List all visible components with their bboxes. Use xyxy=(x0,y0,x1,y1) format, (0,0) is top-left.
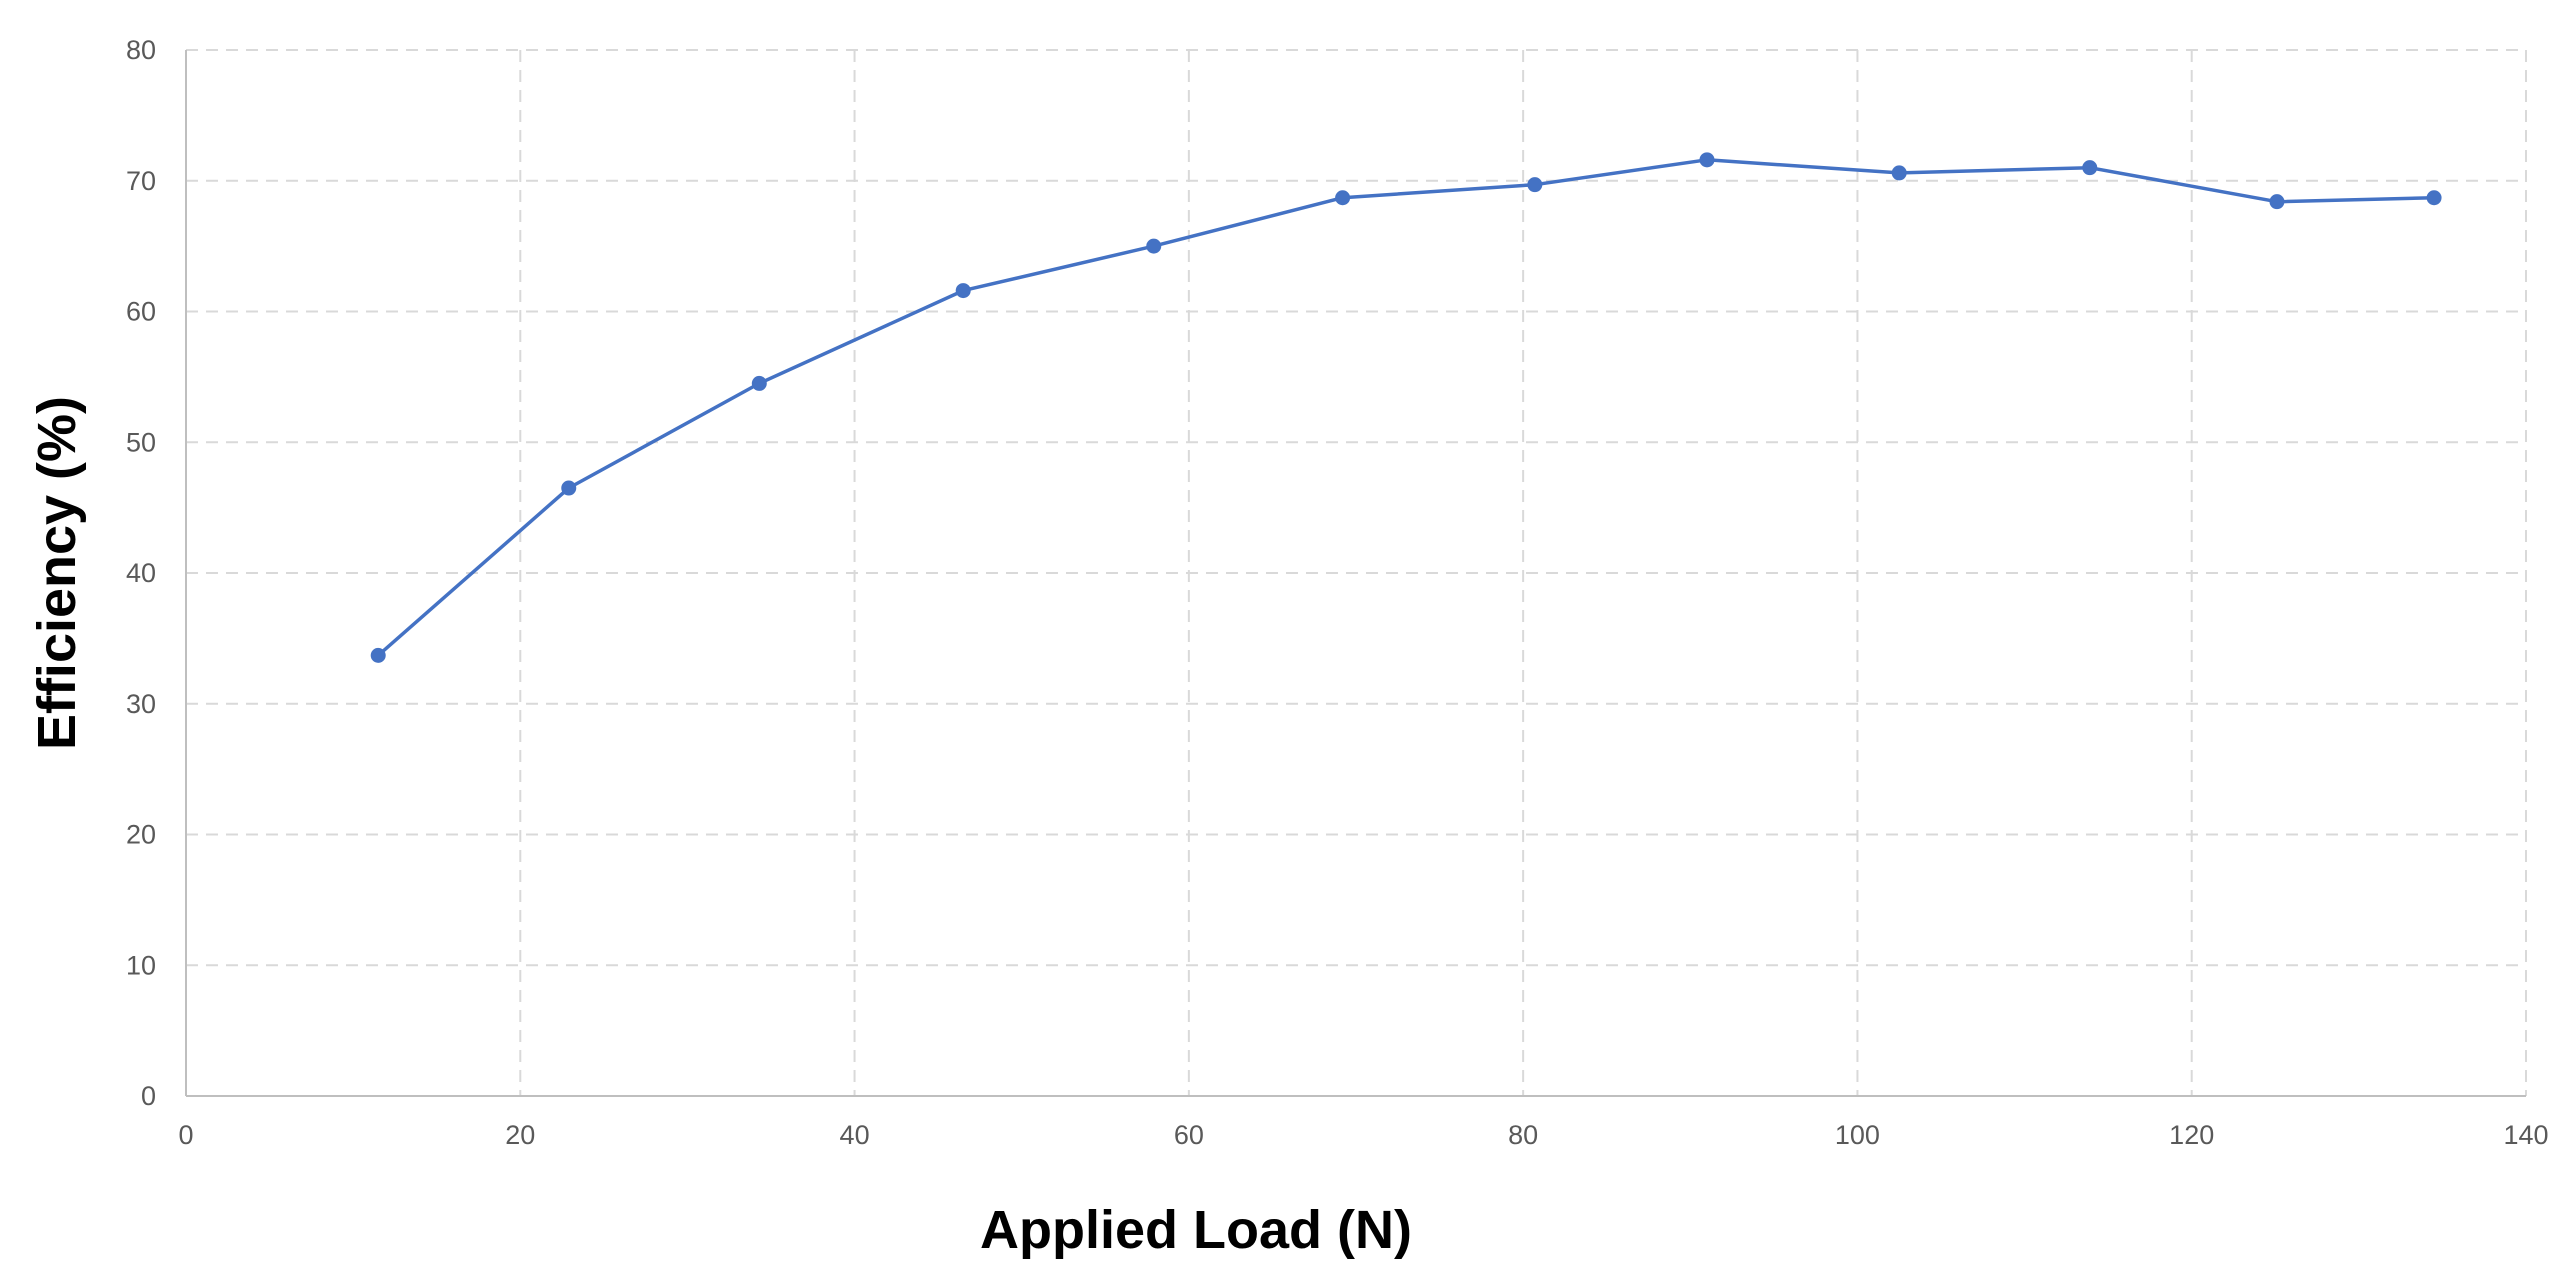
y-axis-title: Efficiency (%) xyxy=(27,396,87,750)
x-tick-label: 80 xyxy=(1508,1120,1538,1150)
series-layer xyxy=(370,152,2442,663)
y-tick-label: 50 xyxy=(126,427,156,457)
x-tick-label: 40 xyxy=(840,1120,870,1150)
x-tick-labels: 0 20 40 60 80 100 120 140 xyxy=(178,1120,2548,1150)
y-tick-label: 0 xyxy=(141,1081,156,1111)
data-point xyxy=(1146,238,1162,254)
series-line xyxy=(376,158,2436,658)
data-point xyxy=(1527,177,1543,193)
data-point xyxy=(1335,190,1351,206)
x-tick-label: 120 xyxy=(2169,1120,2214,1150)
x-tick-label: 60 xyxy=(1174,1120,1204,1150)
y-tick-label: 60 xyxy=(126,297,156,327)
y-tick-labels: 0 10 20 30 40 50 60 70 80 xyxy=(126,35,156,1111)
data-point xyxy=(561,480,577,496)
data-point xyxy=(1891,165,1907,181)
data-point xyxy=(751,375,767,391)
axes xyxy=(185,50,2526,1097)
x-tick-label: 140 xyxy=(2503,1120,2548,1150)
x-axis-title: Applied Load (N) xyxy=(980,1200,1412,1260)
y-tick-label: 40 xyxy=(126,558,156,588)
data-point xyxy=(2426,190,2442,206)
data-point xyxy=(1699,152,1715,168)
data-point xyxy=(370,647,386,663)
data-point xyxy=(2269,194,2285,210)
y-tick-label: 70 xyxy=(126,166,156,196)
data-point xyxy=(955,283,971,299)
y-tick-label: 80 xyxy=(126,35,156,65)
x-tick-label: 100 xyxy=(1835,1120,1880,1150)
y-tick-label: 30 xyxy=(126,689,156,719)
y-tick-label: 20 xyxy=(126,820,156,850)
x-tick-label: 20 xyxy=(505,1120,535,1150)
data-point xyxy=(2082,160,2098,176)
x-tick-label: 0 xyxy=(178,1120,193,1150)
y-tick-label: 10 xyxy=(126,950,156,980)
gridlines xyxy=(186,49,2527,1096)
